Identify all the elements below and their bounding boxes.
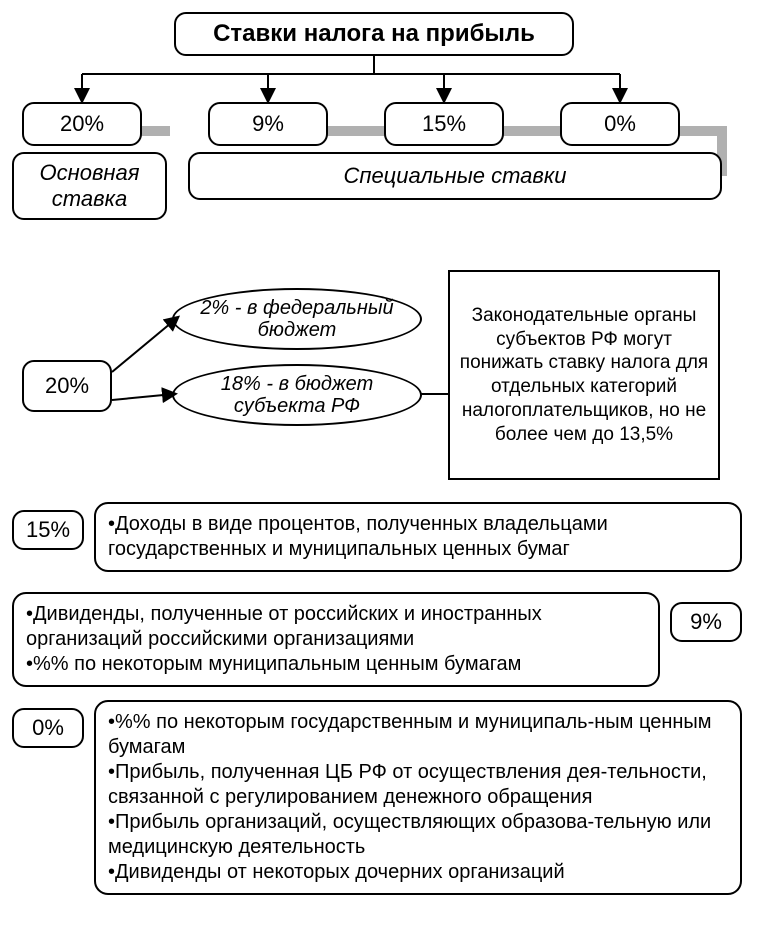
rate-0-box: 0%	[560, 102, 680, 146]
tag-9: 9%	[690, 609, 722, 635]
tag-15-box: 15%	[12, 510, 84, 550]
rate-0: 0%	[604, 111, 636, 137]
note-box: Законодательные органы субъектов РФ могу…	[448, 270, 720, 480]
desc-0-box: •%% по некоторым государственным и муниц…	[94, 700, 742, 895]
ellipse-reg-text: 18% - в бюджет субъекта РФ	[221, 373, 373, 417]
breakdown-rate-box: 20%	[22, 360, 112, 412]
ellipse-fed-text: 2% - в федеральный бюджет	[200, 297, 393, 341]
desc-15-box: •Доходы в виде процентов, полученных вла…	[94, 502, 742, 572]
desc-0-text: •%% по некоторым государственным и муниц…	[108, 711, 712, 883]
tag-9-box: 9%	[670, 602, 742, 642]
desc-9-text: •Дивиденды, полученные от российских и и…	[26, 603, 542, 675]
category-main-label: Основная ставка	[39, 160, 139, 212]
tag-0-box: 0%	[12, 708, 84, 748]
category-special-label: Специальные ставки	[343, 163, 566, 189]
ellipse-reg: 18% - в бюджет субъекта РФ	[172, 364, 422, 426]
ellipse-fed: 2% - в федеральный бюджет	[172, 288, 422, 350]
note-text: Законодательные органы субъектов РФ могу…	[458, 304, 710, 447]
desc-15-text: •Доходы в виде процентов, полученных вла…	[108, 513, 608, 560]
rate-9: 9%	[252, 111, 284, 137]
category-special-box: Специальные ставки	[188, 152, 722, 200]
tax-diagram: Ставки налога на прибыль 20% 9% 15% 0% О…	[12, 12, 756, 928]
category-main-box: Основная ставка	[12, 152, 167, 220]
title-text: Ставки налога на прибыль	[213, 20, 535, 48]
rate-9-box: 9%	[208, 102, 328, 146]
rate-15: 15%	[422, 111, 466, 137]
rate-15-box: 15%	[384, 102, 504, 146]
title-box: Ставки налога на прибыль	[174, 12, 574, 56]
rate-main-box: 20%	[22, 102, 142, 146]
desc-9-box: •Дивиденды, полученные от российских и и…	[12, 592, 660, 687]
tag-0: 0%	[32, 715, 64, 741]
breakdown-rate: 20%	[45, 373, 89, 399]
rate-main: 20%	[60, 111, 104, 137]
tag-15: 15%	[26, 517, 70, 543]
